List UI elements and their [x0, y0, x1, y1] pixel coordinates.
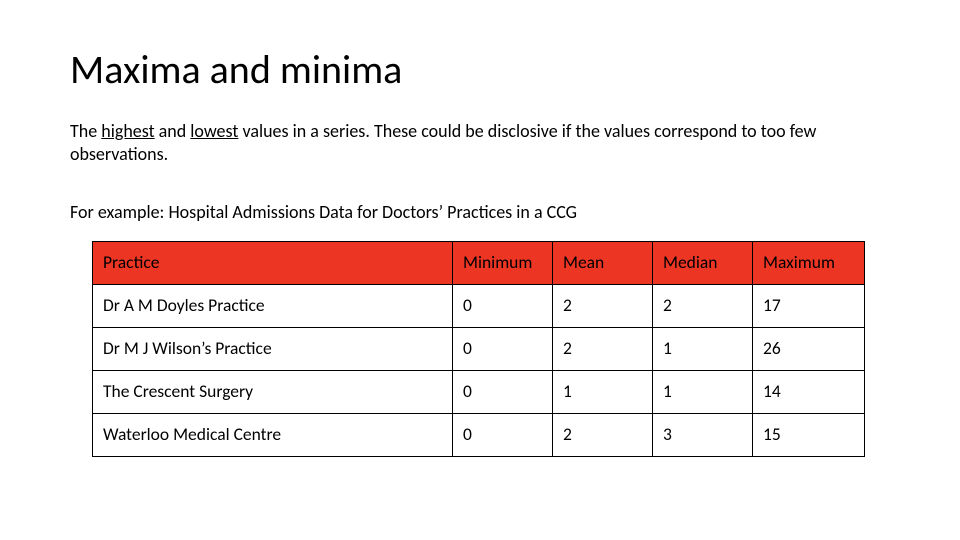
col-header-maximum: Maximum: [753, 242, 865, 285]
page-title: Maxima and minima: [70, 48, 890, 92]
intro-underline-highest: highest: [101, 120, 154, 142]
cell-mean: 1: [553, 371, 653, 414]
cell-mean: 2: [553, 328, 653, 371]
intro-text: The highest and lowest values in a serie…: [70, 120, 890, 165]
cell-maximum: 26: [753, 328, 865, 371]
intro-pre: The: [70, 120, 101, 142]
cell-practice: The Crescent Surgery: [93, 371, 453, 414]
cell-practice: Dr A M Doyles Practice: [93, 285, 453, 328]
example-line: For example: Hospital Admissions Data fo…: [70, 201, 890, 223]
cell-median: 2: [653, 285, 753, 328]
table-container: Practice Minimum Mean Median Maximum Dr …: [92, 241, 864, 457]
col-header-practice: Practice: [93, 242, 453, 285]
cell-mean: 2: [553, 285, 653, 328]
cell-minimum: 0: [453, 371, 553, 414]
cell-minimum: 0: [453, 414, 553, 457]
cell-practice: Dr M J Wilson’s Practice: [93, 328, 453, 371]
cell-median: 3: [653, 414, 753, 457]
cell-minimum: 0: [453, 285, 553, 328]
table-row: Waterloo Medical Centre 0 2 3 15: [93, 414, 865, 457]
cell-maximum: 17: [753, 285, 865, 328]
table-row: Dr A M Doyles Practice 0 2 2 17: [93, 285, 865, 328]
table-header-row: Practice Minimum Mean Median Maximum: [93, 242, 865, 285]
table-row: Dr M J Wilson’s Practice 0 2 1 26: [93, 328, 865, 371]
cell-practice: Waterloo Medical Centre: [93, 414, 453, 457]
col-header-mean: Mean: [553, 242, 653, 285]
cell-minimum: 0: [453, 328, 553, 371]
col-header-minimum: Minimum: [453, 242, 553, 285]
cell-median: 1: [653, 371, 753, 414]
data-table: Practice Minimum Mean Median Maximum Dr …: [92, 241, 865, 457]
cell-mean: 2: [553, 414, 653, 457]
table-row: The Crescent Surgery 0 1 1 14: [93, 371, 865, 414]
cell-maximum: 14: [753, 371, 865, 414]
cell-median: 1: [653, 328, 753, 371]
intro-underline-lowest: lowest: [190, 120, 238, 142]
col-header-median: Median: [653, 242, 753, 285]
slide: Maxima and minima The highest and lowest…: [0, 0, 960, 540]
cell-maximum: 15: [753, 414, 865, 457]
intro-mid1: and: [155, 120, 191, 142]
